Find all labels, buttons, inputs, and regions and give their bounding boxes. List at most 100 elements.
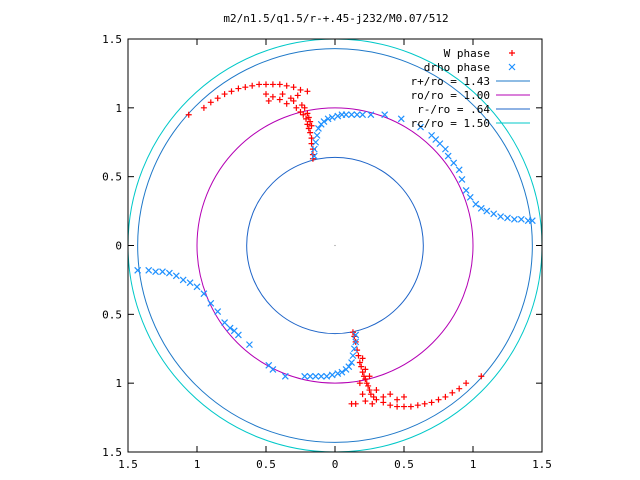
data-point-0-66 [359, 369, 366, 376]
legend-marker-0 [509, 50, 515, 56]
data-point-1-72-shape [145, 266, 153, 274]
data-point-1-35 [510, 215, 518, 223]
data-point-1-27-shape [462, 187, 470, 194]
data-point-0-9 [256, 81, 263, 88]
data-point-0-12 [276, 81, 283, 88]
data-point-0-84 [366, 373, 373, 380]
data-point-1-7 [324, 115, 332, 123]
data-point-1-68-shape [172, 272, 180, 280]
data-point-0-46 [456, 385, 463, 392]
data-point-1-25-shape [455, 166, 463, 174]
data-point-0-68 [356, 359, 363, 366]
data-point-1-39-shape [352, 331, 360, 339]
data-point-1-54-shape [281, 372, 289, 380]
data-point-1-21 [436, 140, 444, 148]
legend-label-1: drho phase [424, 61, 490, 74]
data-point-0-64 [362, 376, 369, 383]
data-point-1-40 [352, 338, 360, 346]
data-point-0-21 [279, 91, 286, 98]
data-point-1-53-shape [301, 372, 309, 380]
data-point-0-31 [303, 115, 310, 122]
data-point-0-18-shape [265, 97, 272, 104]
data-point-0-17-shape [263, 91, 269, 98]
data-point-1-14-shape [359, 111, 367, 119]
data-point-0-45 [463, 380, 470, 387]
data-point-1-28-shape [466, 193, 474, 201]
data-point-0-37 [307, 129, 314, 136]
data-point-1-46 [338, 368, 346, 376]
data-point-0-44-shape [478, 373, 485, 380]
data-point-0-60 [367, 391, 374, 398]
data-point-0-4 [221, 91, 228, 98]
data-point-1-8-shape [328, 114, 336, 121]
data-point-1-9-shape [334, 112, 342, 120]
data-point-1-31-shape [483, 207, 491, 215]
data-point-0-85 [359, 355, 366, 362]
data-point-1-51-shape [312, 372, 320, 380]
data-point-0-69 [355, 352, 362, 359]
data-point-1-63 [207, 299, 215, 307]
data-point-0-80-shape [362, 398, 369, 405]
data-point-0-57-shape [380, 399, 387, 406]
data-point-1-3-shape [313, 131, 321, 139]
data-point-0-26-shape [294, 92, 301, 99]
data-point-1-47-shape [334, 370, 342, 377]
data-point-1-48 [328, 371, 336, 379]
data-point-0-22-shape [283, 100, 290, 107]
data-point-1-6-shape [320, 118, 328, 126]
data-point-0-36-shape [307, 118, 314, 125]
data-point-1-25 [455, 166, 463, 174]
data-point-0-57 [380, 399, 387, 406]
legend-marker-0-shape [509, 50, 515, 56]
data-point-0-60-shape [367, 391, 374, 398]
data-point-0-35-shape [305, 125, 312, 132]
data-point-1-62-shape [214, 308, 222, 316]
data-point-0-59-shape [370, 393, 377, 400]
data-point-0-5 [228, 88, 235, 95]
data-point-1-30-shape [477, 204, 485, 212]
data-point-1-64 [200, 290, 208, 298]
data-point-1-24-shape [450, 159, 458, 167]
data-point-0-86 [362, 366, 369, 373]
data-point-0-2-shape [207, 99, 214, 106]
data-point-0-27-shape [297, 108, 304, 115]
data-point-0-78-shape [401, 393, 407, 400]
data-point-1-51 [312, 372, 320, 380]
data-point-0-76-shape [387, 391, 394, 398]
data-point-1-1-shape [310, 145, 318, 153]
data-point-1-13 [353, 111, 361, 119]
data-point-1-0-shape [310, 152, 318, 160]
data-point-0-1-shape [200, 104, 207, 111]
data-point-0-26 [294, 92, 301, 99]
x-tick-label-5: 1 [470, 458, 477, 471]
data-point-1-17-shape [397, 115, 405, 123]
data-point-1-29-shape [472, 200, 480, 208]
data-point-0-69-shape [355, 352, 362, 359]
legend-label-0: W phase [444, 47, 490, 60]
data-point-0-61-shape [366, 387, 373, 394]
data-point-0-55-shape [394, 403, 401, 410]
data-point-0-49 [435, 396, 442, 403]
data-point-0-37-shape [307, 129, 314, 136]
chart-title: m2/n1.5/q1.5/r-+.45-j232/M0.07/512 [223, 12, 448, 25]
data-point-1-66 [186, 279, 194, 287]
data-point-0-52-shape [414, 402, 421, 409]
data-point-0-20 [276, 96, 283, 103]
data-point-0-75-shape [380, 393, 387, 400]
data-point-0-48 [442, 393, 449, 400]
data-point-0-74-shape [373, 387, 380, 394]
data-point-1-67 [179, 276, 187, 284]
data-point-0-61 [366, 387, 373, 394]
data-point-1-3 [313, 131, 321, 139]
data-point-0-28 [298, 102, 305, 109]
data-point-1-18-shape [417, 123, 424, 131]
data-point-0-19 [269, 93, 276, 100]
data-point-1-8 [328, 114, 336, 121]
origin-point [334, 244, 336, 247]
data-point-0-75 [380, 393, 387, 400]
data-point-1-67-shape [179, 276, 187, 284]
data-point-1-16 [381, 111, 389, 119]
data-point-1-47 [334, 370, 342, 377]
data-point-1-43-shape [348, 359, 355, 366]
data-point-1-60 [226, 324, 234, 332]
